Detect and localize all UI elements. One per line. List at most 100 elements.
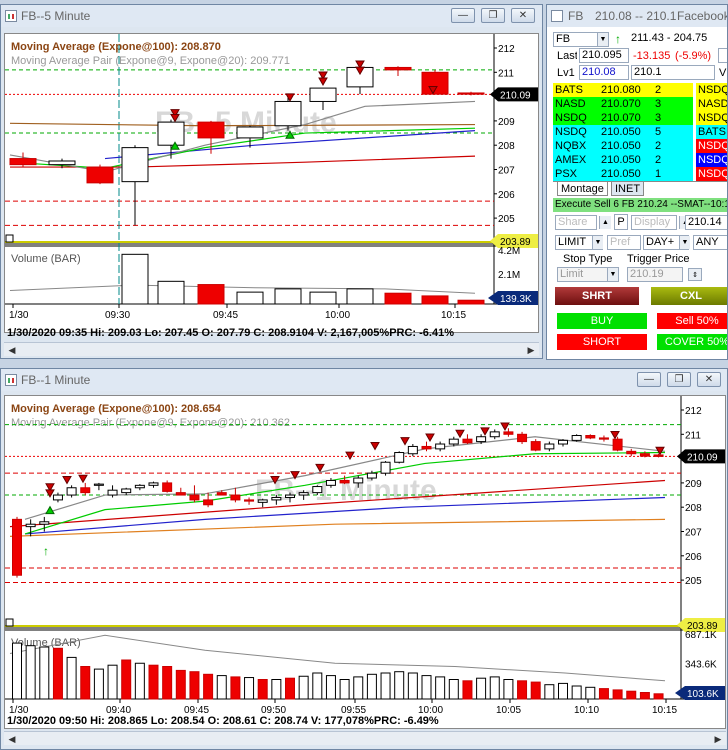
volume-bar [121,253,149,305]
candle [162,482,173,492]
candle [216,492,227,496]
vol-tick-label: 2.1M [498,270,520,281]
volume-bar [585,686,596,700]
market-maker: BATS [555,84,583,96]
lv1-ask: 210.1 [631,65,715,80]
scroll-right-icon[interactable]: ▶ [527,345,535,355]
x-tick-label: 10:00 [325,310,350,321]
y-tick-label: 208 [498,141,515,152]
minimize-button[interactable]: — [451,8,475,23]
tif-select[interactable]: DAY+ [643,235,689,250]
candle [312,486,323,494]
volume-bar [380,672,391,700]
volume-bar [66,656,77,700]
shrt-button[interactable]: SHRT [555,287,639,305]
vol-tick-label: 4.2M [498,246,520,257]
sell-50-button[interactable]: Sell 50% [657,313,727,329]
low-price-tag: 203.89 [687,621,718,632]
restore-button[interactable]: ❐ [667,372,691,387]
x-tick-label: 09:45 [213,310,238,321]
share-input[interactable]: Share [555,215,597,230]
book-row[interactable]: AMEX 210.050 2 [553,153,693,167]
bid-size: 3 [655,112,662,124]
low-price-tag-bg [490,234,538,248]
scroll-left-icon[interactable]: ◀ [8,734,16,744]
up-arrow-icon: ↑ [615,32,621,46]
volume-bar [12,642,22,700]
ma-line [24,436,666,520]
horizontal-scrollbar[interactable]: ◀ ▶ [4,731,726,745]
symbol-input[interactable]: FB [553,32,609,47]
low-price-tag-bg [677,618,725,632]
y-tick-label: 211 [685,430,701,441]
ma-line [9,479,666,528]
book-row[interactable]: NSDQ 210.070 3 [553,111,693,125]
close-button[interactable]: ✕ [697,372,721,387]
vol-tag: 139.3K [500,294,532,305]
candle [230,494,241,501]
candle [236,126,264,139]
title-bar[interactable]: FB--1 Minute — ❐ ✕ [1,369,727,391]
pref-input[interactable]: Pref [607,235,641,250]
restore-button[interactable]: ❐ [481,8,505,23]
volume-average-line [9,284,476,294]
book-row[interactable]: BATS 210.080 2 [553,83,693,97]
volume-bar [457,299,485,305]
sell-marker-icon [428,86,438,95]
symbol-dropdown-icon[interactable]: ▼ [597,33,608,46]
p-button[interactable]: P [614,214,628,230]
last-label: Last [557,50,577,62]
minimize-button[interactable]: — [637,372,661,387]
scroll-right-icon[interactable]: ▶ [714,734,722,744]
bid-size: 2 [655,154,662,166]
title-bar[interactable]: FB--5 Minute — ❐ ✕ [1,5,542,27]
order-type-dropdown-icon[interactable]: ▼ [592,236,603,249]
cxl-button[interactable]: CXL [651,287,727,305]
sell-marker-icon [355,66,365,76]
trigger-price-input[interactable]: 210.19 [627,267,683,282]
title-bar[interactable]: FB 210.08 -- 210.1 Facebook, [547,5,727,27]
tif-dropdown-icon[interactable]: ▼ [679,236,690,249]
bid-price: 210.050 [601,154,641,166]
candle [530,441,541,451]
market-maker: NSDQ [555,126,587,138]
trigger-stepper-icon[interactable]: ⇕ [688,268,702,281]
stop-type-select[interactable]: Limit [557,267,619,282]
volume-bar [530,681,541,700]
display-input[interactable]: Display [631,215,677,230]
volume-bar [639,692,650,700]
share-stepper-icon[interactable]: ▲ [599,216,611,229]
execution-message: Execute Sell 6 FB 210.24 --SMAT--10:14: [553,198,727,212]
lv1-bid: 210.08 [579,65,629,80]
stop-type-dropdown-icon[interactable]: ▼ [607,268,618,281]
ma-line [24,496,666,535]
x-tick-label: 1/30 [9,705,29,716]
cover-50-button[interactable]: COVER 50% [657,334,727,350]
last-price-tag: 210.09 [500,90,531,101]
book-row[interactable]: NSDQ 210.050 5 [553,125,693,139]
price-input[interactable]: 210.14 [685,215,727,230]
volume-bar [203,673,214,700]
volume-bar [598,688,609,700]
scroll-left-icon[interactable]: ◀ [8,345,16,355]
tab-inet[interactable]: INET [611,182,645,196]
volume-bar [285,677,295,700]
chart-canvas[interactable]: FB--5 Minute Moving Average (Expone@100):… [4,33,539,333]
book-row[interactable]: PSX 210.050 1 [553,167,693,181]
route-select[interactable]: ANY [693,235,727,250]
horizontal-scrollbar[interactable]: ◀ ▶ [4,342,539,356]
candle [421,445,432,450]
order-type-select[interactable]: LIMIT [555,235,603,250]
book-row[interactable]: NASD 210.070 3 [553,97,693,111]
vol-tag-bg [488,291,538,305]
close-button[interactable]: ✕ [511,8,535,23]
tab-montage[interactable]: Montage [557,182,608,196]
window-title: FB [568,9,584,23]
chart-canvas[interactable]: FB--1 Minute Moving Average (Expone@100):… [4,395,726,729]
buy-button[interactable]: BUY [557,313,647,329]
y-tick-label: 207 [685,528,702,539]
book-row[interactable]: NQBX 210.050 2 [553,139,693,153]
y-tick-label: 209 [685,479,702,490]
short-button[interactable]: SHORT [557,334,647,350]
sell-marker-icon [170,113,180,123]
